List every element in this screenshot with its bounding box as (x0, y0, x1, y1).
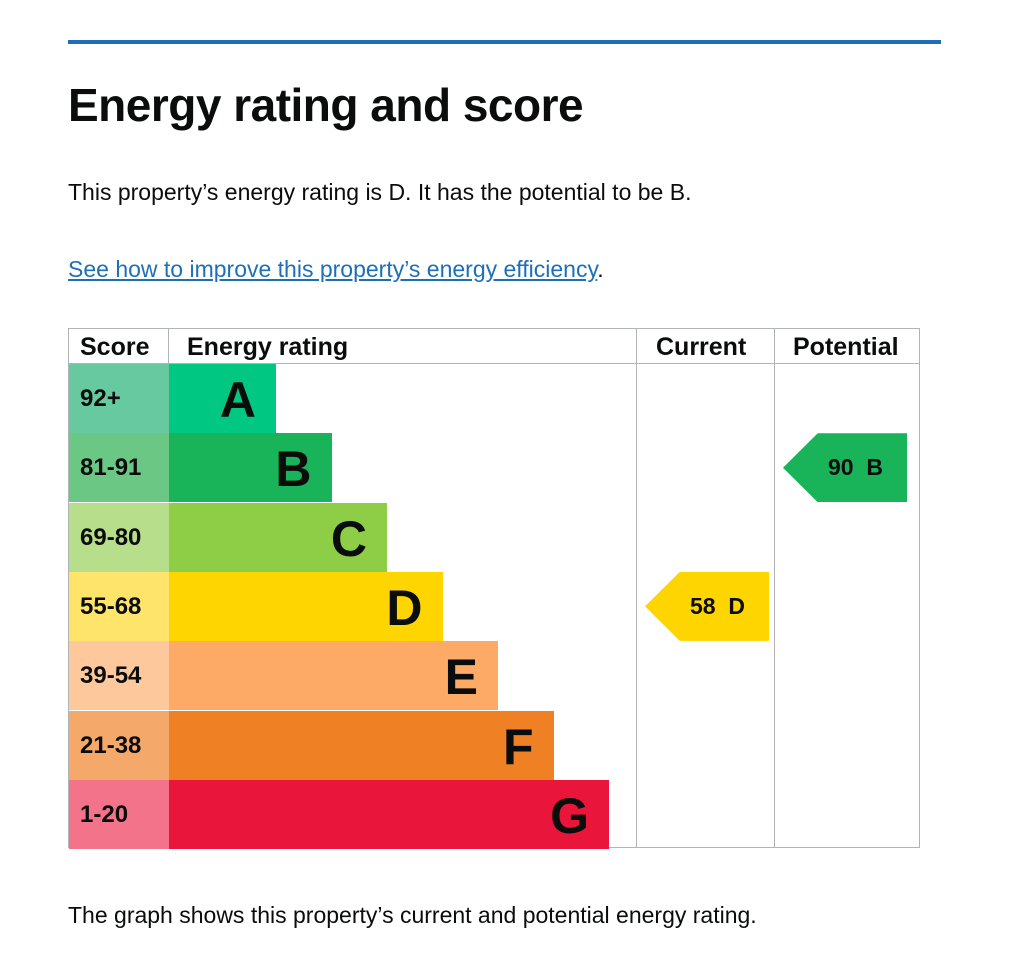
score-band-e: 39-54 (69, 641, 169, 711)
divider (168, 329, 169, 364)
header-score: Score (80, 333, 150, 361)
rating-bar-d: D (169, 571, 443, 641)
header-divider (69, 363, 919, 364)
header-energy-rating: Energy rating (187, 333, 349, 361)
rating-summary: This property’s energy rating is D. It h… (68, 179, 692, 205)
energy-rating-chart: Score Energy rating Current Potential 92… (68, 328, 920, 849)
score-band-f: 21-38 (69, 710, 169, 780)
improve-paragraph: See how to improve this property’s energ… (68, 256, 604, 283)
score-band-a: 92+ (69, 364, 169, 433)
improve-link[interactable]: See how to improve this property’s energ… (68, 256, 598, 282)
rating-bar-e: E (169, 641, 498, 711)
header-potential: Potential (793, 333, 899, 361)
score-band-g: 1-20 (69, 779, 169, 849)
current-rating-arrow: 58 D (645, 571, 769, 641)
rating-bar-g: G (169, 779, 609, 849)
rating-bar-a: A (169, 364, 276, 433)
score-band-c: 69-80 (69, 502, 169, 572)
rating-bar-c: C (169, 502, 387, 572)
page-title: Energy rating and score (68, 79, 584, 131)
rating-bar-f: F (169, 710, 554, 780)
section-rule (68, 40, 941, 44)
score-band-d: 55-68 (69, 571, 169, 641)
chart-caption: The graph shows this property’s current … (68, 902, 757, 928)
link-suffix: . (597, 256, 604, 282)
divider (774, 329, 775, 847)
score-band-b: 81-91 (69, 433, 169, 503)
potential-rating-arrow: 90 B (783, 433, 907, 503)
divider (636, 329, 637, 847)
rating-bar-b: B (169, 433, 332, 503)
header-current: Current (656, 333, 747, 361)
